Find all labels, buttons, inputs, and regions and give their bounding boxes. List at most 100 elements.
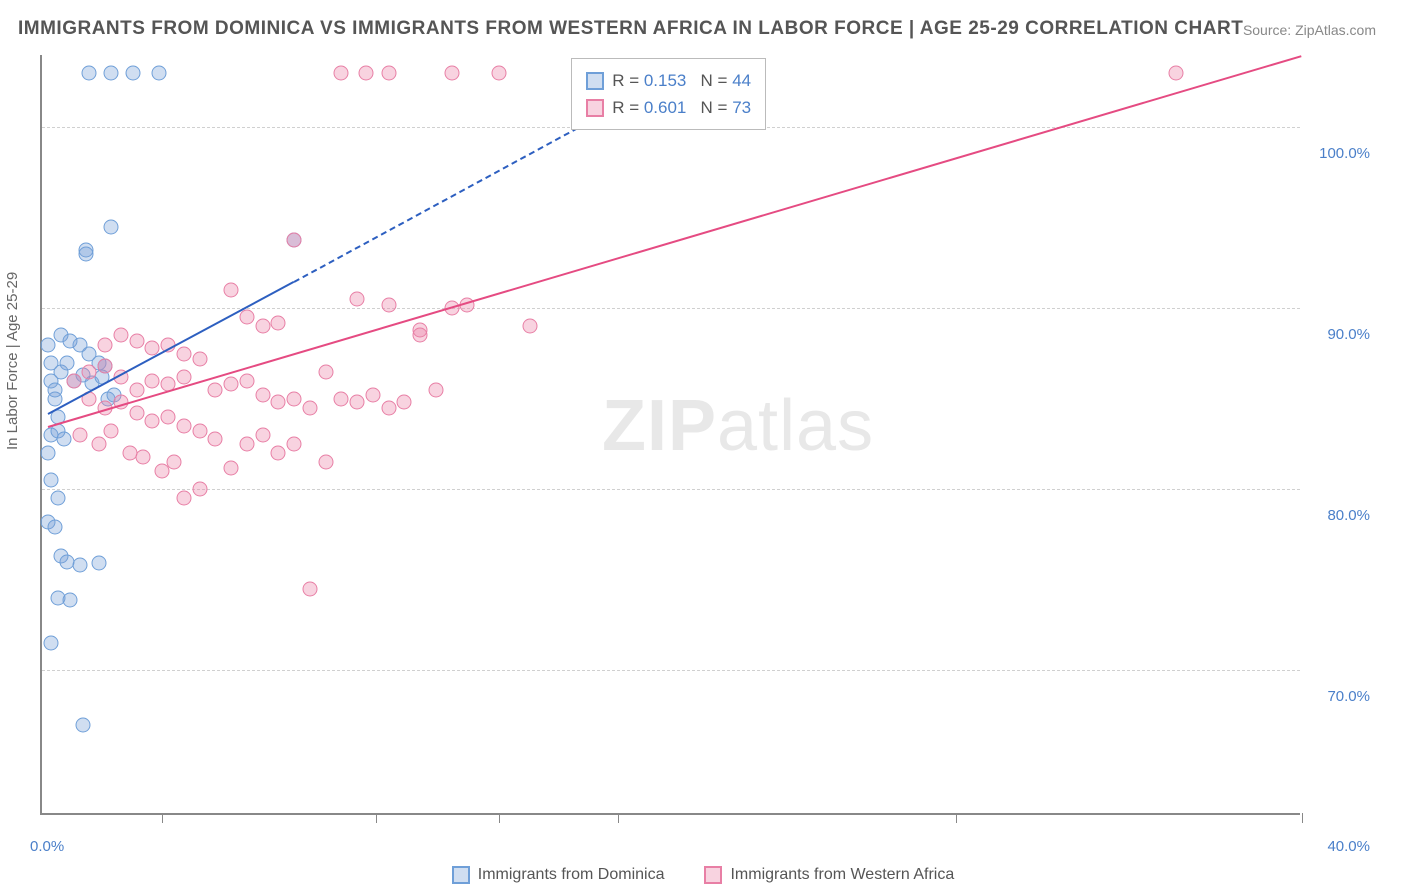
- data-point: [50, 491, 65, 506]
- x-tick: [618, 813, 619, 823]
- data-point: [428, 382, 443, 397]
- data-point: [104, 424, 119, 439]
- data-point: [255, 428, 270, 443]
- y-tick-label: 80.0%: [1327, 507, 1370, 524]
- data-point: [82, 66, 97, 81]
- legend-swatch: [452, 866, 470, 884]
- data-point: [47, 382, 62, 397]
- data-point: [397, 395, 412, 410]
- data-point: [208, 431, 223, 446]
- legend-swatch: [704, 866, 722, 884]
- series-swatch: [586, 72, 604, 90]
- data-point: [104, 219, 119, 234]
- data-point: [271, 446, 286, 461]
- stats-row: R = 0.153 N = 44: [586, 67, 751, 94]
- data-point: [287, 232, 302, 247]
- data-point: [334, 391, 349, 406]
- data-point: [113, 328, 128, 343]
- y-tick-label: 90.0%: [1327, 326, 1370, 343]
- y-axis-label: In Labor Force | Age 25-29: [4, 272, 21, 450]
- data-point: [192, 424, 207, 439]
- data-point: [255, 388, 270, 403]
- data-point: [104, 66, 119, 81]
- data-point: [176, 346, 191, 361]
- data-point: [151, 66, 166, 81]
- data-point: [359, 66, 374, 81]
- data-point: [98, 359, 113, 374]
- data-point: [302, 400, 317, 415]
- data-point: [381, 400, 396, 415]
- x-tick-label: 0.0%: [30, 838, 64, 855]
- data-point: [72, 428, 87, 443]
- source-label: Source: ZipAtlas.com: [1243, 22, 1376, 38]
- scatter-plot: ZIPatlas 70.0%80.0%90.0%100.0%0.0%40.0%R…: [40, 55, 1300, 815]
- data-point: [334, 66, 349, 81]
- gridline: [42, 308, 1300, 309]
- data-point: [239, 437, 254, 452]
- data-point: [381, 66, 396, 81]
- data-point: [523, 319, 538, 334]
- data-point: [287, 437, 302, 452]
- chart-title: IMMIGRANTS FROM DOMINICA VS IMMIGRANTS F…: [18, 18, 1243, 40]
- data-point: [1169, 66, 1184, 81]
- legend-label: Immigrants from Dominica: [478, 866, 665, 884]
- x-tick-label: 40.0%: [1327, 838, 1370, 855]
- data-point: [129, 382, 144, 397]
- data-point: [365, 388, 380, 403]
- data-point: [224, 283, 239, 298]
- data-point: [57, 431, 72, 446]
- data-point: [176, 491, 191, 506]
- data-point: [47, 520, 62, 535]
- data-point: [129, 406, 144, 421]
- data-point: [91, 437, 106, 452]
- data-point: [98, 337, 113, 352]
- data-point: [318, 364, 333, 379]
- series-swatch: [586, 99, 604, 117]
- data-point: [82, 364, 97, 379]
- data-point: [192, 352, 207, 367]
- data-point: [176, 418, 191, 433]
- data-point: [350, 395, 365, 410]
- data-point: [63, 592, 78, 607]
- x-tick: [162, 813, 163, 823]
- data-point: [302, 581, 317, 596]
- data-point: [224, 377, 239, 392]
- x-tick: [956, 813, 957, 823]
- data-point: [176, 370, 191, 385]
- data-point: [192, 482, 207, 497]
- data-point: [135, 449, 150, 464]
- data-point: [350, 292, 365, 307]
- data-point: [126, 66, 141, 81]
- data-point: [239, 373, 254, 388]
- legend-item: Immigrants from Western Africa: [704, 866, 954, 884]
- data-point: [271, 315, 286, 330]
- trend-line: [294, 128, 578, 284]
- data-point: [444, 66, 459, 81]
- data-point: [91, 556, 106, 571]
- data-point: [75, 717, 90, 732]
- gridline: [42, 670, 1300, 671]
- data-point: [287, 391, 302, 406]
- data-point: [44, 636, 59, 651]
- data-point: [491, 66, 506, 81]
- data-point: [224, 460, 239, 475]
- x-tick: [1302, 813, 1303, 823]
- data-point: [72, 558, 87, 573]
- data-point: [161, 409, 176, 424]
- gridline: [42, 489, 1300, 490]
- stats-text: R = 0.601 N = 73: [612, 94, 751, 121]
- data-point: [255, 319, 270, 334]
- data-point: [208, 382, 223, 397]
- data-point: [66, 373, 81, 388]
- data-point: [44, 473, 59, 488]
- data-point: [413, 323, 428, 338]
- data-point: [129, 333, 144, 348]
- legend-item: Immigrants from Dominica: [452, 866, 665, 884]
- x-tick: [376, 813, 377, 823]
- stats-box: R = 0.153 N = 44R = 0.601 N = 73: [571, 58, 766, 130]
- data-point: [318, 455, 333, 470]
- data-point: [271, 395, 286, 410]
- stats-row: R = 0.601 N = 73: [586, 94, 751, 121]
- legend: Immigrants from Dominica Immigrants from …: [0, 866, 1406, 884]
- data-point: [41, 446, 56, 461]
